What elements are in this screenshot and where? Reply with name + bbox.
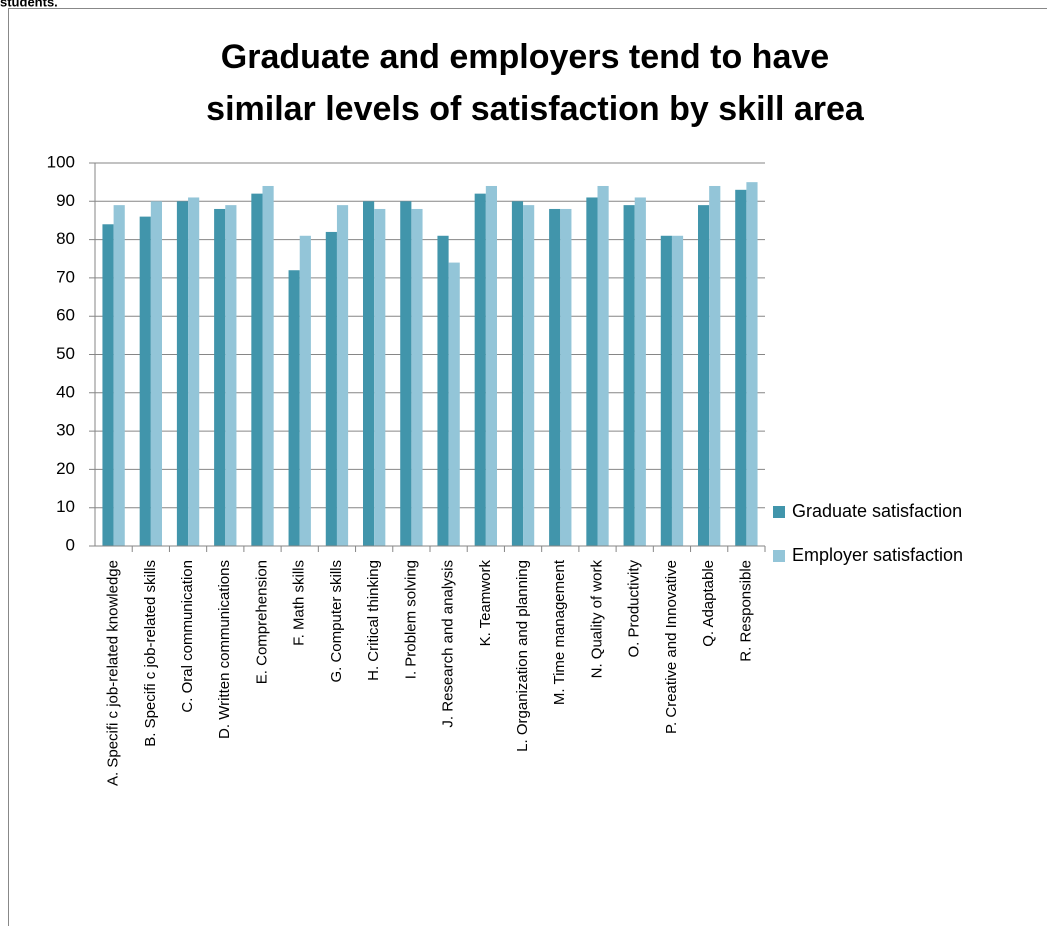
legend-label: Graduate satisfaction — [792, 501, 962, 521]
bar — [635, 197, 646, 546]
bar — [225, 205, 236, 546]
bar — [672, 236, 683, 546]
x-tick-label: L. Organization and planning — [514, 560, 531, 752]
x-tick-label: D. Written communications — [216, 560, 233, 739]
bar — [300, 236, 311, 546]
legend-swatch — [773, 506, 785, 518]
x-tick-label: M. Time management — [551, 559, 568, 705]
bar — [289, 270, 300, 546]
x-tick-label: F. Math skills — [291, 560, 308, 646]
bar — [486, 186, 497, 546]
bar — [140, 217, 151, 546]
bar — [263, 186, 274, 546]
bar — [624, 205, 635, 546]
bar — [549, 209, 560, 546]
x-tick-label: N. Quality of work — [588, 560, 605, 679]
bar — [746, 182, 757, 546]
bar — [400, 201, 411, 546]
y-tick-label: 50 — [56, 344, 75, 363]
chart-title: Graduate and employers tend to have — [221, 38, 829, 76]
bar — [177, 201, 188, 546]
bar — [512, 201, 523, 546]
bar — [598, 186, 609, 546]
legend-label: Employer satisfaction — [792, 545, 963, 565]
bar — [151, 201, 162, 546]
bar — [437, 236, 448, 546]
x-tick-label: C. Oral communication — [179, 560, 196, 713]
y-tick-label: 0 — [66, 535, 75, 554]
x-tick-label: R. Responsible — [737, 560, 754, 662]
bar — [374, 209, 385, 546]
x-tick-label: A. Specifi c job-related knowledge — [105, 560, 122, 786]
bar — [337, 205, 348, 546]
bar — [251, 194, 262, 546]
bar — [326, 232, 337, 546]
x-tick-label: O. Productivity — [626, 560, 643, 658]
x-tick-label: G. Computer skills — [328, 560, 345, 683]
x-tick-label: E. Comprehension — [253, 560, 270, 684]
y-tick-label: 80 — [56, 229, 75, 248]
bar — [661, 236, 672, 546]
bar — [735, 190, 746, 546]
bar — [363, 201, 374, 546]
x-tick-label: K. Teamwork — [477, 560, 494, 647]
y-tick-label: 40 — [56, 382, 75, 401]
bar — [709, 186, 720, 546]
bar — [411, 209, 422, 546]
x-tick-label: H. Critical thinking — [365, 560, 382, 681]
bar — [214, 209, 225, 546]
bar — [698, 205, 709, 546]
y-tick-label: 20 — [56, 459, 75, 478]
bar — [475, 194, 486, 546]
bar — [449, 263, 460, 546]
bar — [560, 209, 571, 546]
y-tick-label: 90 — [56, 191, 75, 210]
x-tick-label: I. Problem solving — [402, 560, 419, 679]
bar — [586, 197, 597, 546]
y-tick-label: 10 — [56, 497, 75, 516]
bar — [102, 224, 113, 546]
bar — [188, 197, 199, 546]
y-tick-label: 60 — [56, 306, 75, 325]
x-tick-label: J. Research and analysis — [440, 560, 457, 728]
bar — [523, 205, 534, 546]
bar — [114, 205, 125, 546]
x-tick-label: P. Creative and Innovative — [663, 560, 680, 734]
y-tick-label: 30 — [56, 421, 75, 440]
y-tick-label: 100 — [47, 152, 75, 171]
x-tick-label: B. Specifi c job-related skills — [142, 560, 159, 747]
y-tick-label: 70 — [56, 267, 75, 286]
legend-swatch — [773, 550, 785, 562]
chart-title: similar levels of satisfaction by skill … — [206, 90, 865, 128]
x-tick-label: Q. Adaptable — [700, 560, 717, 647]
